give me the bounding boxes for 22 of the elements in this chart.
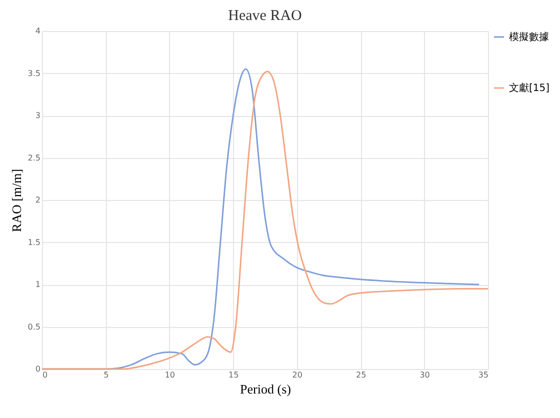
y-tick-label: 3.5 — [28, 68, 40, 78]
x-tick-label: 5 — [104, 370, 109, 380]
y-tick-label: 2 — [35, 196, 40, 204]
x-tick-label: 0 — [42, 370, 48, 380]
x-tick-label: 25 — [356, 370, 366, 380]
legend-label: 文獻[15] — [509, 82, 550, 94]
y-tick-label: 3 — [35, 111, 40, 120]
x-tick-label: 15 — [228, 370, 239, 380]
y-tick-label: 1.5 — [28, 238, 40, 247]
y-tick-label: 0 — [35, 364, 40, 374]
y-tick-label: 0.5 — [28, 322, 40, 332]
x-tick-label: 20 — [292, 370, 302, 380]
x-tick-label: 10 — [164, 370, 176, 380]
x-tick-label: 35 — [478, 370, 488, 380]
y-axis-title: RAO [m/m] — [8, 168, 24, 232]
chart-title: Heave RAO — [228, 8, 302, 24]
legend-label: 模擬數據 — [509, 31, 549, 43]
x-tick-label: 30 — [420, 370, 430, 380]
y-tick-label: 4 — [35, 26, 40, 36]
y-tick-label: 1 — [35, 280, 40, 289]
x-axis-title: Period (s) — [240, 382, 291, 396]
y-tick-label: 2.5 — [28, 153, 40, 162]
